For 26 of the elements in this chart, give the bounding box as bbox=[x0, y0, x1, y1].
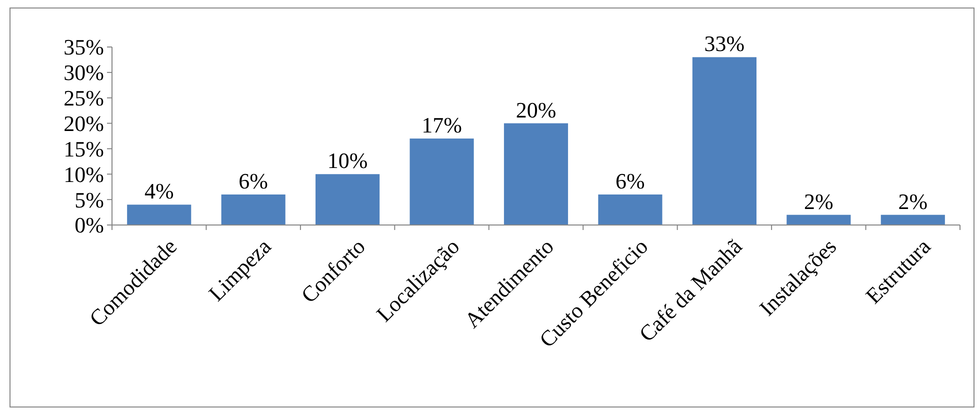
data-label: 10% bbox=[327, 148, 368, 174]
bar bbox=[127, 204, 192, 225]
bar bbox=[316, 174, 380, 225]
y-tick-label: 5% bbox=[74, 187, 104, 212]
bar bbox=[880, 214, 945, 225]
data-label: 2% bbox=[898, 188, 928, 214]
y-tick-label: 10% bbox=[64, 162, 104, 187]
bar bbox=[504, 123, 568, 225]
bar bbox=[598, 194, 662, 225]
data-label: 4% bbox=[144, 178, 174, 204]
bar bbox=[692, 57, 756, 225]
data-label: 6% bbox=[238, 168, 268, 194]
bar bbox=[410, 138, 474, 225]
data-label: 2% bbox=[804, 188, 834, 214]
data-label: 17% bbox=[422, 112, 462, 138]
y-tick-label: 20% bbox=[64, 110, 104, 136]
y-tick-label: 25% bbox=[64, 86, 104, 111]
data-label: 33% bbox=[704, 31, 745, 56]
data-label: 6% bbox=[616, 168, 645, 194]
bar bbox=[786, 214, 851, 225]
bar bbox=[221, 194, 286, 225]
y-tick-label: 15% bbox=[64, 136, 104, 162]
y-tick-label: 0% bbox=[74, 212, 104, 238]
y-tick-label: 35% bbox=[64, 34, 104, 60]
data-label: 20% bbox=[516, 97, 556, 122]
y-tick-label: 30% bbox=[64, 60, 104, 86]
